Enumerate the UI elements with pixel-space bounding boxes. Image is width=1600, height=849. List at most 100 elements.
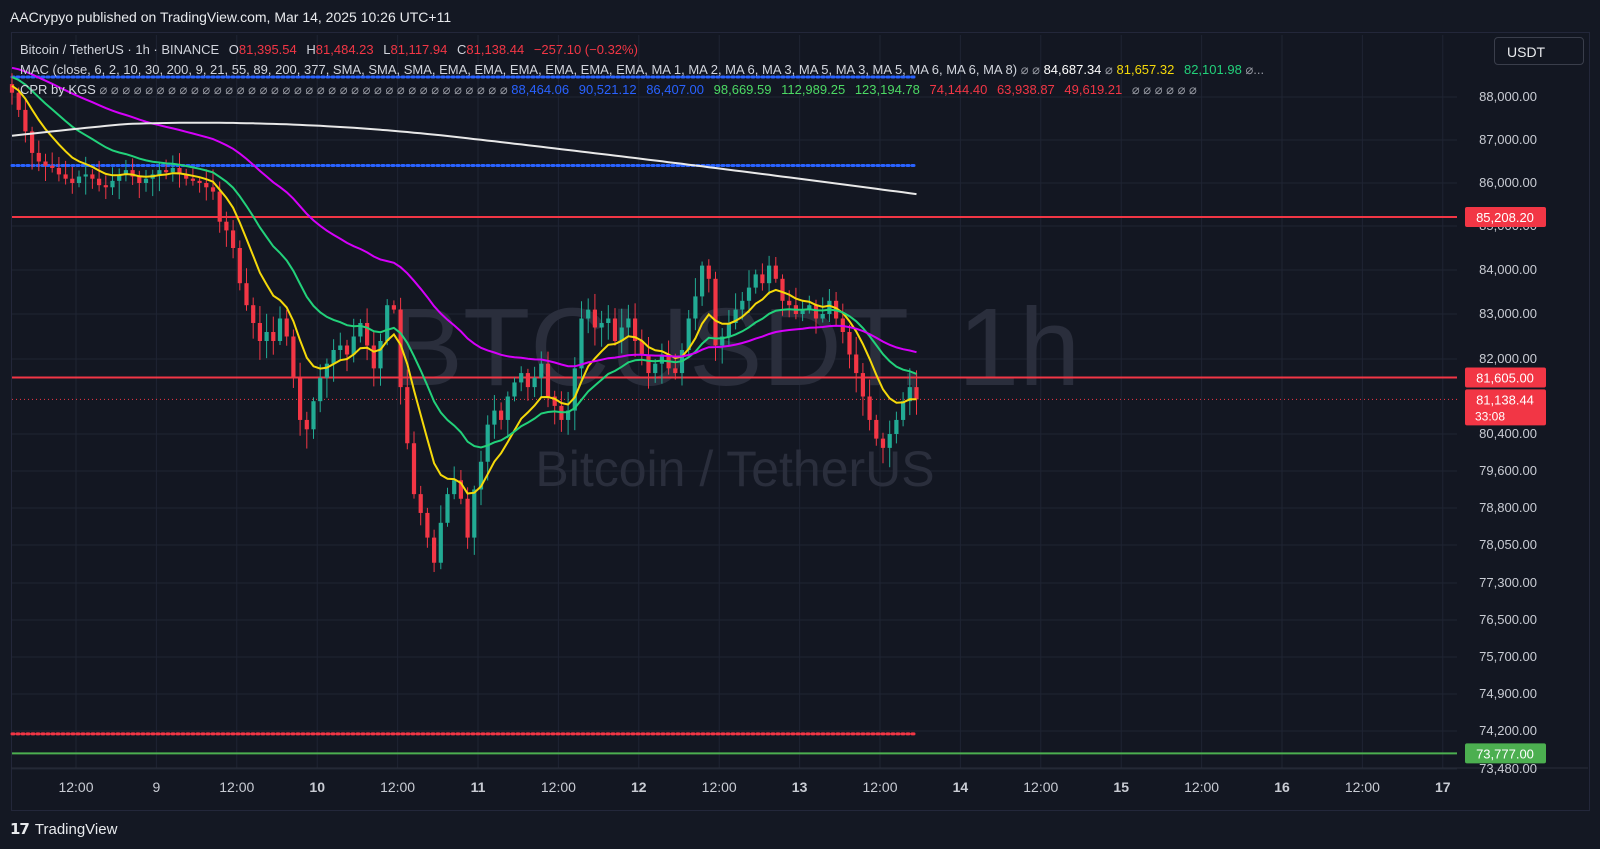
- candle-body: [686, 318, 691, 350]
- currency-select-button[interactable]: USDT: [1494, 37, 1584, 65]
- cpr-value-1: 90,521.12: [578, 82, 641, 97]
- candle-body: [76, 176, 82, 183]
- candle-body: [478, 461, 484, 490]
- x-tick-label: 12:00: [380, 779, 415, 795]
- candle-body: [425, 512, 430, 538]
- cpr-indicator-legend[interactable]: CPR by KGS ⌀ ⌀ ⌀ ⌀ ⌀ ⌀ ⌀ ⌀ ⌀ ⌀ ⌀ ⌀ ⌀ ⌀ ⌀…: [20, 82, 1197, 97]
- symbol-legend[interactable]: Bitcoin / TetherUS · 1h · BINANCE O81,39…: [20, 42, 638, 57]
- x-tick-label: 12:00: [862, 779, 897, 795]
- candle-body: [726, 323, 731, 337]
- candle-body: [800, 309, 805, 314]
- candle-body: [566, 410, 571, 420]
- x-tick-label: 10: [309, 779, 325, 795]
- candle-body: [277, 318, 283, 341]
- y-tick-label: 86,000.00: [1479, 175, 1537, 190]
- cpr-value-6: 74,144.40: [929, 82, 991, 97]
- close-value: 81,138.44: [466, 42, 525, 57]
- candle-body: [298, 377, 303, 420]
- candle-body: [110, 180, 115, 188]
- y-tick-label: 88,000.00: [1479, 89, 1537, 104]
- candle-body: [773, 265, 778, 279]
- candle-body: [586, 309, 591, 319]
- candle-body: [472, 489, 477, 538]
- ema-yellow-line: [11, 84, 917, 495]
- candle-body: [452, 480, 457, 495]
- candle-body: [827, 300, 832, 314]
- x-tick-label: 17: [1435, 779, 1451, 795]
- candle-body: [901, 401, 906, 420]
- candle-body: [244, 283, 249, 306]
- candle-body: [36, 152, 41, 162]
- y-tick-label: 74,200.00: [1479, 723, 1537, 738]
- y-tick-label: 76,500.00: [1479, 612, 1537, 627]
- candle-body: [545, 363, 551, 397]
- candle-body: [619, 327, 624, 341]
- candle-body: [143, 178, 149, 183]
- candle-body: [398, 309, 403, 388]
- price-label-box-1: [1465, 367, 1546, 388]
- cpr-value-7: 63,938.87: [996, 82, 1059, 97]
- candle-body: [867, 396, 872, 420]
- low-value: 81,117.94: [390, 42, 448, 57]
- candle-body: [9, 84, 15, 93]
- candle-body: [458, 480, 463, 499]
- price-label-2: 81,138.44: [1476, 392, 1534, 407]
- publisher-line: AACrypyo published on TradingView.com, M…: [10, 9, 452, 25]
- candle-body: [626, 318, 631, 328]
- candle-body: [23, 109, 28, 132]
- price-label-1: 81,605.00: [1476, 371, 1534, 386]
- countdown-label: 33:08: [1475, 409, 1505, 423]
- candle-body: [344, 345, 350, 355]
- candle-body: [599, 323, 604, 328]
- candle-body: [780, 278, 785, 301]
- candle-body: [16, 92, 21, 110]
- price-label-box-3: [1465, 743, 1546, 764]
- candle-body: [264, 332, 269, 341]
- candle-body: [237, 248, 242, 284]
- candle-body: [465, 498, 470, 538]
- candle-body: [30, 131, 35, 153]
- candle-body: [251, 305, 256, 323]
- candle-body: [746, 287, 752, 301]
- x-tick-label: 14: [953, 779, 969, 795]
- candle-body: [137, 176, 142, 183]
- candle-body: [210, 187, 216, 192]
- candle-body: [860, 373, 865, 397]
- x-tick-label: 12:00: [219, 779, 254, 795]
- candle-body: [190, 178, 195, 181]
- change-value: −257.10 (−0.32%): [533, 42, 638, 57]
- candle-body: [499, 410, 504, 420]
- cpr-value-2: 86,407.00: [646, 82, 708, 97]
- tradingview-logo[interactable]: 𝟭𝟳 TradingView: [10, 820, 117, 839]
- y-tick-label: 84,000.00: [1479, 262, 1537, 277]
- candle-body: [318, 377, 323, 402]
- candle-body: [673, 368, 678, 374]
- candle-body: [97, 178, 102, 186]
- open-value: 81,395.54: [238, 42, 297, 57]
- candle-body: [231, 230, 236, 248]
- candle-body: [813, 305, 819, 319]
- candle-body: [338, 345, 343, 350]
- x-tick-label: 12:00: [1184, 779, 1219, 795]
- chart-frame[interactable]: [11, 32, 1590, 811]
- candle-body: [760, 274, 765, 284]
- candle-body: [606, 318, 611, 323]
- x-tick-label: 12:00: [1023, 779, 1058, 795]
- mac-indicator-legend[interactable]: MAC (close, 6, 2, 10, 30, 200, 9, 21, 55…: [20, 62, 1265, 77]
- ema-magenta-line: [11, 66, 917, 368]
- candle-body: [184, 174, 189, 179]
- candle-body: [351, 336, 356, 355]
- mac-indicator-label: MAC (close, 6, 2, 10, 30, 200, 9, 21, 55…: [20, 62, 1018, 77]
- candle-body: [70, 178, 75, 183]
- candle-body: [271, 332, 276, 341]
- candle-body: [411, 443, 417, 495]
- price-label-box-2: [1465, 389, 1546, 426]
- candle-body: [539, 363, 544, 378]
- candle-body: [311, 401, 316, 430]
- candle-body: [224, 221, 229, 231]
- candle-body: [157, 170, 162, 175]
- candle-body: [365, 323, 370, 346]
- cpr-indicator-label: CPR by KGS: [20, 82, 96, 97]
- candle-body: [197, 180, 202, 183]
